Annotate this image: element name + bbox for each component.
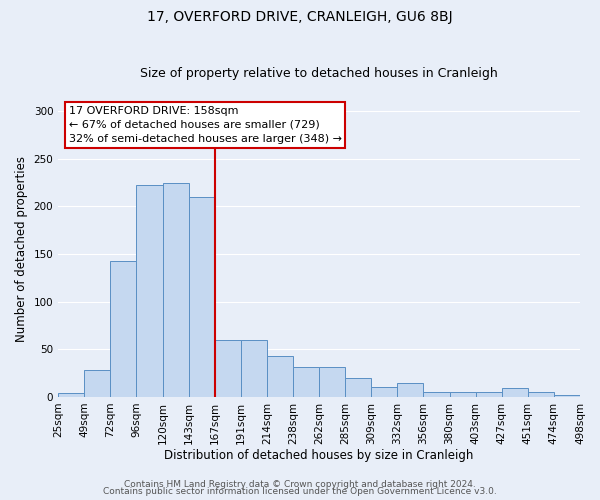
Title: Size of property relative to detached houses in Cranleigh: Size of property relative to detached ho…: [140, 66, 498, 80]
Bar: [293, 368, 319, 397]
Text: 17, OVERFORD DRIVE, CRANLEIGH, GU6 8BJ: 17, OVERFORD DRIVE, CRANLEIGH, GU6 8BJ: [147, 10, 453, 24]
Bar: [528, 392, 554, 397]
Y-axis label: Number of detached properties: Number of detached properties: [15, 156, 28, 342]
Bar: [215, 340, 241, 397]
Bar: [502, 388, 528, 397]
Bar: [476, 392, 502, 397]
Bar: [267, 356, 293, 397]
X-axis label: Distribution of detached houses by size in Cranleigh: Distribution of detached houses by size …: [164, 450, 474, 462]
Bar: [188, 197, 215, 397]
Bar: [58, 393, 84, 397]
Bar: [84, 370, 110, 397]
Bar: [449, 392, 476, 397]
Bar: [345, 378, 371, 397]
Text: 17 OVERFORD DRIVE: 158sqm
← 67% of detached houses are smaller (729)
32% of semi: 17 OVERFORD DRIVE: 158sqm ← 67% of detac…: [68, 106, 341, 144]
Text: Contains public sector information licensed under the Open Government Licence v3: Contains public sector information licen…: [103, 487, 497, 496]
Bar: [554, 395, 580, 397]
Bar: [424, 392, 449, 397]
Bar: [319, 368, 345, 397]
Bar: [371, 388, 397, 397]
Bar: [163, 184, 188, 397]
Text: Contains HM Land Registry data © Crown copyright and database right 2024.: Contains HM Land Registry data © Crown c…: [124, 480, 476, 489]
Bar: [110, 260, 136, 397]
Bar: [397, 382, 424, 397]
Bar: [241, 340, 267, 397]
Bar: [136, 186, 163, 397]
